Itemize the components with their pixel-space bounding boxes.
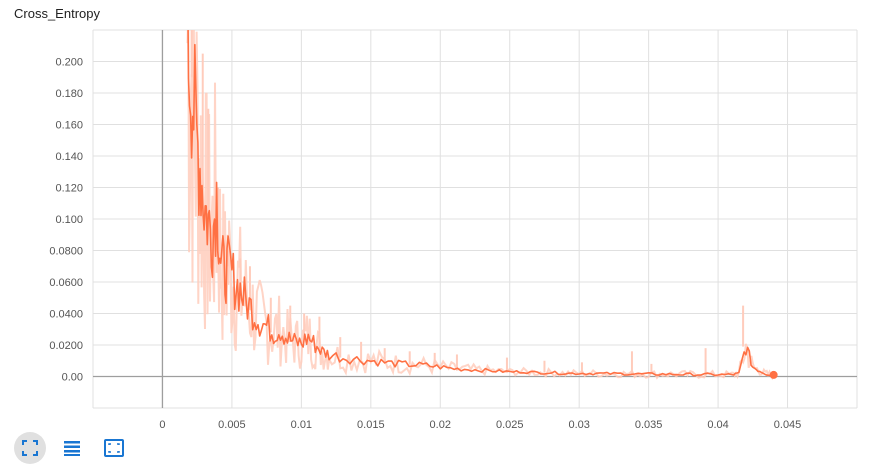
x-tick-label: 0.02 (430, 419, 451, 431)
y-tick-label: 0.200 (55, 57, 83, 69)
x-tick-label: 0.04 (707, 419, 728, 431)
series-lines (186, 30, 778, 381)
y-tick-label: 0.0600 (49, 277, 83, 289)
x-tick-label: 0.01 (291, 419, 312, 431)
y-tick-labels: 0.00 0.0200 0.0400 0.0600 0.0800 0.100 0.120 0.… (49, 57, 83, 384)
x-tick-label: 0.025 (496, 419, 524, 431)
x-tick-label: 0.045 (774, 419, 802, 431)
fit-domain-icon (22, 440, 38, 456)
y-tick-label: 0.0800 (49, 246, 83, 258)
zoom-select-button[interactable] (98, 432, 130, 464)
x-tick-labels: 0 0.005 0.01 0.015 0.02 0.025 0.03 0.035 0.04 0.0… (159, 419, 801, 431)
x-tick-label: 0.035 (635, 419, 663, 431)
x-tick-label: 0.03 (568, 419, 589, 431)
fit-domain-button[interactable] (14, 432, 46, 464)
y-tick-label: 0.100 (55, 214, 83, 226)
smoothed-series-line (187, 30, 774, 377)
axes (93, 30, 857, 408)
x-tick-label: 0 (159, 419, 165, 431)
y-tick-label: 0.140 (55, 151, 83, 163)
raw-series-line (186, 30, 775, 381)
y-tick-label: 0.180 (55, 88, 83, 100)
y-tick-label: 0.00 (62, 372, 83, 384)
y-tick-label: 0.0200 (49, 340, 83, 352)
chart-toolbar (14, 432, 130, 464)
list-icon (64, 441, 80, 456)
y-tick-label: 0.0400 (49, 309, 83, 321)
zoom-select-icon (104, 439, 124, 457)
list-view-button[interactable] (56, 432, 88, 464)
x-tick-label: 0.005 (218, 419, 246, 431)
last-point-marker (769, 370, 778, 379)
y-tick-label: 0.160 (55, 120, 83, 132)
y-tick-label: 0.120 (55, 183, 83, 195)
chart-title: Cross_Entropy (14, 6, 100, 21)
x-tick-label: 0.015 (357, 419, 385, 431)
